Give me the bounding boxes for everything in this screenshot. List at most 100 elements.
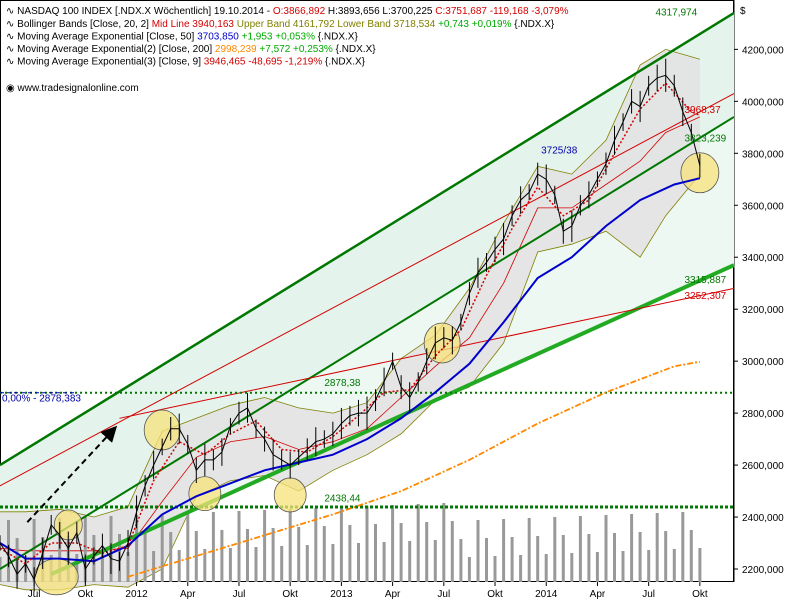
volume-bar (681, 512, 685, 582)
x-tick-label: Apr (385, 589, 401, 600)
trend-lines-layer (0, 11, 735, 577)
annotation-label: 4317,974 (655, 8, 697, 19)
volume-bar (698, 548, 702, 582)
volume-bar (288, 509, 292, 582)
header-change: -119,168 (490, 6, 529, 17)
chart-title: NASDAQ 100 INDEX [.NDX.X Wöchentlich] (17, 6, 211, 17)
volume-bar (322, 526, 326, 582)
volume-bar (203, 549, 207, 582)
volume-bar (280, 546, 284, 582)
volume-bar (476, 520, 480, 582)
volume-bar (416, 504, 420, 582)
header-high: H:3893,656 (328, 6, 380, 17)
volume-bar (493, 556, 497, 582)
source-icon: ◉ (6, 83, 18, 94)
source-line: ◉ www.tradesignalonline.com (6, 83, 139, 94)
indicator-value: 3703,850 (197, 32, 242, 43)
trend-arrow (26, 425, 118, 523)
indicator-label: Moving Average Exponential(3) [Close, 9] (17, 57, 204, 68)
volume-bar (135, 515, 139, 582)
currency-label: $ (740, 6, 746, 17)
y-tick-label: 2800,000 (742, 409, 784, 420)
volume-bar (297, 527, 301, 582)
x-tick-label: Okt (692, 589, 708, 600)
volume-bar (100, 553, 104, 582)
indicator-value: {.NDX.X} (318, 32, 359, 43)
volume-bar (32, 519, 36, 582)
indicator-value: -48,695 -1,219% (248, 57, 325, 68)
y-tick-label: 4200,000 (742, 45, 784, 56)
series-layer (0, 58, 701, 592)
indicator-value: +7,572 +0,253% (259, 44, 335, 55)
volume-bar (314, 508, 318, 582)
legend-icon: ∿ (6, 6, 17, 17)
legend-indicator-line: ∿ Bollinger Bands [Close, 20, 2] Mid Lin… (6, 19, 555, 30)
volume-bar (527, 518, 531, 582)
annotation-label: 3315,887 (684, 275, 726, 286)
volume-bar (143, 533, 147, 582)
volume-bar (672, 549, 676, 582)
indicator-value: 3946,465 (204, 57, 249, 68)
y-tick-label: 4000,000 (742, 97, 784, 108)
y-tick-label: 2400,000 (742, 513, 784, 524)
indicator-icon: ∿ (6, 19, 17, 30)
volume-bar (339, 507, 343, 582)
volume-bar (536, 536, 540, 582)
volume-bar (399, 523, 403, 582)
volume-bar (459, 539, 463, 582)
volume-bar (75, 554, 79, 582)
x-tick-label: 2012 (125, 589, 148, 600)
header-close: C:3751,687 (435, 6, 487, 17)
volume-bar (211, 512, 215, 582)
volume-bar (271, 528, 275, 582)
axes-layer: 2200,000 2400,000 2600,000 2800,000 3000,000… (28, 45, 784, 600)
highlight-circle-2013-jul (423, 322, 461, 364)
y-tick-label: 3800,000 (742, 149, 784, 160)
volume-bar (638, 532, 642, 582)
x-tick-label: Jul (233, 589, 246, 600)
bollinger-lower-line (0, 174, 701, 591)
x-tick-label: Jul (28, 589, 41, 600)
volume-bar (689, 530, 693, 582)
lower-channel-line (50, 263, 735, 577)
volume-bar (553, 517, 557, 582)
indicator-value: Lower Band 3718,534 (337, 19, 438, 30)
annotation-label: 2878,38 (324, 378, 361, 389)
volume-bar (374, 524, 377, 582)
volume-bar (595, 552, 599, 582)
header-date: 19.10.2014 (214, 6, 264, 17)
indicator-label: Moving Average Exponential [Close, 50] (17, 32, 197, 43)
x-tick-label: Okt (78, 589, 94, 600)
header-low: L:3700,225 (382, 6, 432, 17)
volume-bar (450, 521, 454, 582)
indicator-value: {.NDX.X} (514, 19, 555, 30)
source-text: www.tradesignalonline.com (17, 83, 139, 94)
legend-title-line: ∿ NASDAQ 100 INDEX [.NDX.X Wöchentlich] … (6, 6, 569, 17)
annotation-label: 0,00% - 2878,383 (2, 393, 81, 404)
x-tick-label: Apr (180, 589, 196, 600)
volume-bar (519, 555, 523, 582)
indicator-value: 2998,239 (215, 44, 260, 55)
volume-bar (177, 550, 181, 582)
mid-channel-line (0, 116, 735, 570)
annotation-label: 3968,37 (684, 105, 721, 116)
volume-bar (186, 513, 190, 582)
legend-indicator-line: ∿ Moving Average Exponential(2) [Close, … (6, 44, 376, 55)
indicator-value: Upper Band 4161,792 (237, 19, 338, 30)
volume-bar (152, 551, 156, 582)
x-tick-label: Okt (282, 589, 298, 600)
volume-bar (237, 511, 241, 582)
volume-bar (348, 525, 352, 582)
volume-bar (357, 543, 360, 582)
legend: ∿ NASDAQ 100 INDEX [.NDX.X Wöchentlich] … (6, 6, 569, 94)
volume-bar (578, 516, 582, 582)
volume-bar (228, 548, 232, 582)
volume-bar (263, 510, 267, 582)
indicator-value: +0,743 +0,019% (438, 19, 514, 30)
annotation-label: 2438,44 (324, 493, 361, 504)
volume-bar (254, 547, 258, 582)
indicator-value: {.NDX.X} (336, 44, 377, 55)
indicator-label: Moving Average Exponential(2) [Close, 20… (17, 44, 215, 55)
volume-bar (169, 532, 173, 582)
y-tick-label: 3600,000 (742, 201, 784, 212)
